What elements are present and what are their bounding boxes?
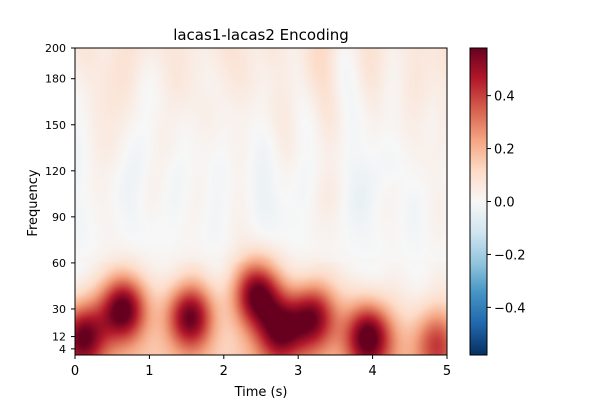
- y-tick-label: 12: [52, 331, 66, 344]
- y-tick-label: 90: [52, 211, 66, 224]
- x-tick-label: 1: [145, 364, 153, 379]
- x-axis-ticks: 0 1 2 3 4 5: [71, 355, 451, 379]
- x-tick-label: 0: [71, 364, 79, 379]
- heatmap-image: [75, 48, 447, 355]
- colorbar: −0.4 −0.2 0.0 0.2 0.4: [469, 47, 526, 356]
- y-tick-label: 30: [52, 303, 66, 316]
- colorbar-tick-label: 0.4: [494, 90, 515, 105]
- x-tick-label: 2: [220, 364, 228, 379]
- y-tick-label: 120: [45, 165, 66, 178]
- chart-title: lacas1-lacas2 Encoding: [173, 26, 349, 44]
- x-axis-label: Time (s): [234, 385, 288, 400]
- heatmap-area: [74, 47, 448, 356]
- colorbar-tick-label: −0.4: [494, 301, 526, 316]
- colorbar-tick-label: −0.2: [494, 248, 526, 263]
- x-tick-label: 4: [368, 364, 376, 379]
- y-tick-label: 180: [45, 73, 66, 86]
- y-tick-label: 4: [59, 343, 66, 356]
- x-tick-label: 3: [294, 364, 302, 379]
- colorbar-tick-label: 0.0: [494, 196, 515, 211]
- plot-frame: [74, 47, 448, 356]
- y-tick-label: 60: [52, 257, 66, 270]
- colorbar-ticks: −0.4 −0.2 0.0 0.2 0.4: [487, 90, 526, 316]
- y-tick-label: 200: [45, 42, 66, 55]
- x-tick-label: 5: [443, 364, 451, 379]
- colorbar-gradient: [469, 47, 488, 356]
- y-axis-label: Frequency: [26, 169, 41, 236]
- y-axis-ticks: 412 30 60 90 120 150 180 200: [45, 42, 75, 356]
- y-tick-label: 150: [45, 119, 66, 132]
- colorbar-tick-label: 0.2: [494, 143, 515, 158]
